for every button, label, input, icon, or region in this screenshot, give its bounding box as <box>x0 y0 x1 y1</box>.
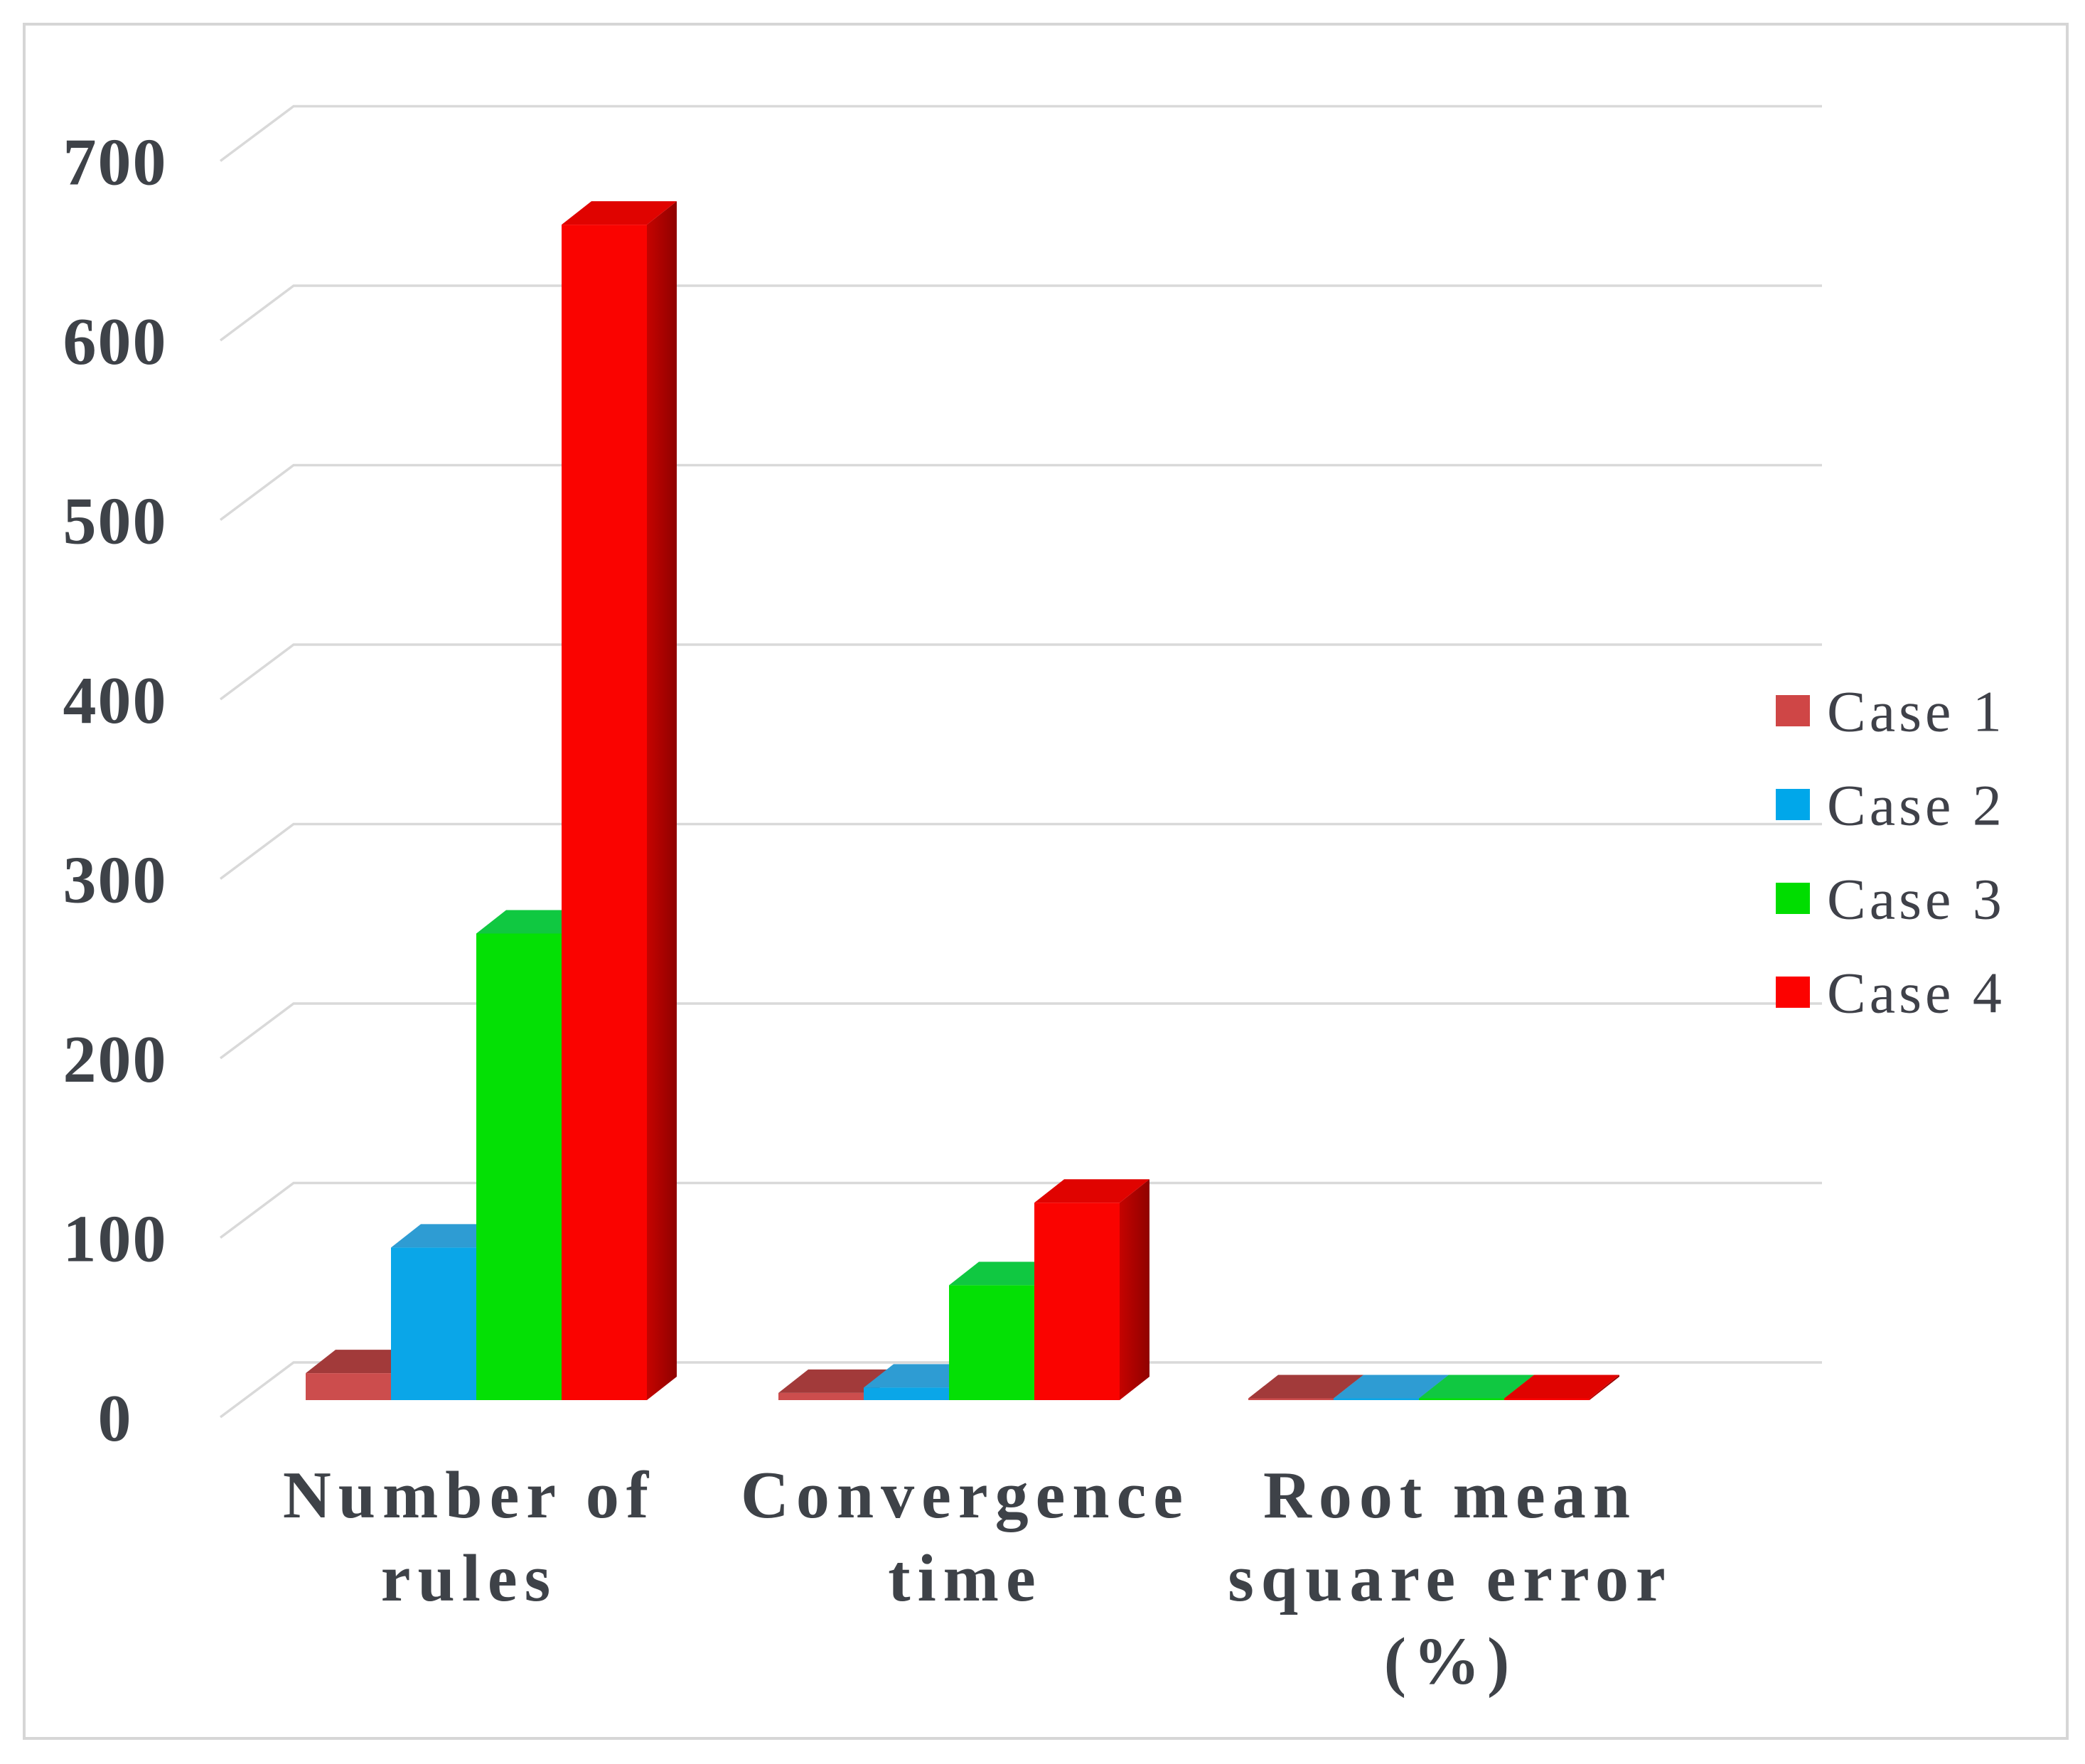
bar-side-case-4 <box>1120 1179 1149 1400</box>
legend-label-case-2: Case 2 <box>1827 773 2005 838</box>
legend-swatch-case-4 <box>1776 977 1810 1008</box>
gridline-600 <box>219 284 1822 342</box>
bar-front-case-3 <box>949 1285 1034 1400</box>
bar-top-case-4 <box>1504 1375 1619 1399</box>
y-tick-label-300: 300 <box>63 843 168 917</box>
bar-front-case-4 <box>1034 1203 1120 1400</box>
bar-front-case-1 <box>306 1373 391 1400</box>
y-tick-label-400: 400 <box>63 664 168 738</box>
y-tick-label-200: 200 <box>63 1023 168 1097</box>
legend-swatch-case-2 <box>1776 789 1810 820</box>
bar-side-case-4 <box>1590 1375 1619 1400</box>
category-label-line: Number of <box>283 1458 655 1532</box>
gridline-500 <box>219 463 1822 521</box>
bar-front-case-1 <box>1248 1398 1334 1400</box>
gridline-700 <box>219 104 1822 162</box>
category-label-line: square error <box>1228 1542 1673 1615</box>
legend-swatch-case-1 <box>1776 695 1810 726</box>
bar-top-case-4 <box>562 201 677 225</box>
y-tick-label-100: 100 <box>63 1202 168 1276</box>
y-tick-label-700: 700 <box>63 125 168 199</box>
bar-front-case-3 <box>476 933 562 1400</box>
bar-side-case-4 <box>647 201 677 1400</box>
category-label-line: time <box>888 1542 1042 1615</box>
legend-swatch-case-3 <box>1776 883 1810 914</box>
bar-top-case-2 <box>1334 1375 1449 1399</box>
category-label-line: Convergence <box>741 1458 1190 1532</box>
bar-front-case-2 <box>391 1247 476 1400</box>
gridline-400 <box>219 643 1822 701</box>
bar-top-case-3 <box>1419 1375 1534 1399</box>
gridline-0 <box>219 1361 1822 1419</box>
y-tick-label-600: 600 <box>63 305 168 379</box>
bar-front-case-3 <box>1419 1398 1504 1400</box>
bar-front-case-2 <box>864 1387 949 1400</box>
legend-label-case-3: Case 3 <box>1827 867 2005 932</box>
bar-top-case-4 <box>1034 1179 1149 1203</box>
y-tick-label-0: 0 <box>98 1382 133 1456</box>
bar-front-case-2 <box>1334 1398 1419 1400</box>
bar-front-case-1 <box>778 1392 864 1400</box>
category-label-line: (%) <box>1384 1625 1517 1699</box>
y-tick-label-500: 500 <box>63 484 168 558</box>
figure-border <box>23 23 2069 1740</box>
category-label-line: rules <box>381 1542 557 1615</box>
category-label-line: Root mean <box>1263 1458 1637 1532</box>
gridline-200 <box>219 1002 1822 1060</box>
gridline-100 <box>219 1181 1822 1239</box>
legend-label-case-4: Case 4 <box>1827 961 2005 1026</box>
bar-front-case-4 <box>562 225 647 1400</box>
bar-front-case-4 <box>1504 1398 1590 1400</box>
legend-label-case-1: Case 1 <box>1827 679 2005 744</box>
bar-top-case-1 <box>1248 1375 1363 1399</box>
gridline-300 <box>219 822 1822 880</box>
